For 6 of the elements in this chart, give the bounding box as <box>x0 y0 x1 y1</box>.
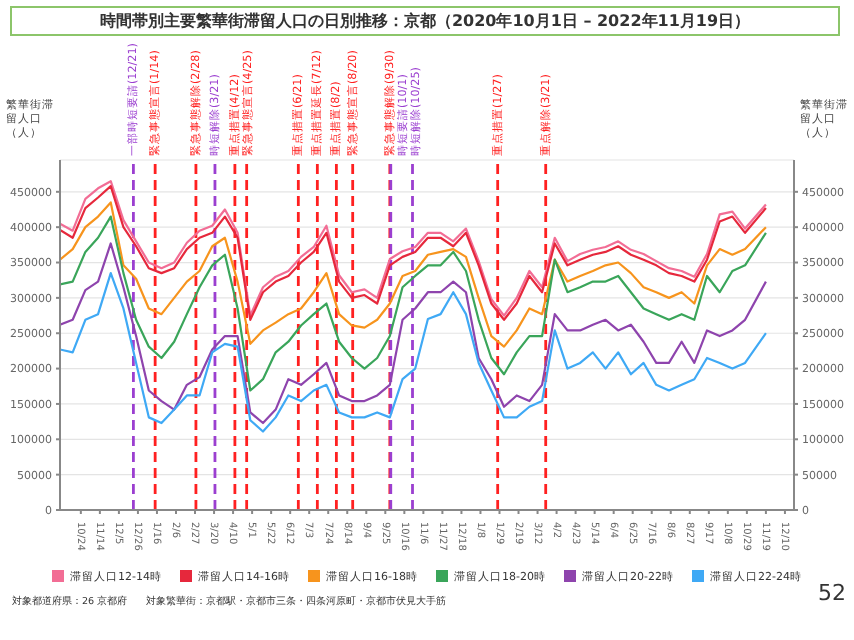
text: 52 <box>818 580 846 606</box>
line-series <box>60 272 768 433</box>
chart-title: 時間帯別主要繁華街滞留人口の日別推移：京都（2020年10月1日 – 2022年11月19日） <box>10 6 840 36</box>
line-series <box>60 242 768 425</box>
line-series <box>60 215 768 392</box>
line-series <box>60 201 768 348</box>
